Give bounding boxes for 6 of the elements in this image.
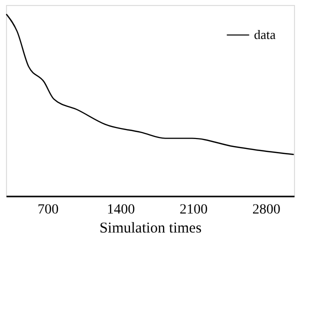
x-tick-label: 2100	[180, 202, 208, 218]
x-tick-label: 2800	[252, 202, 280, 218]
x-axis-title: Simulation times	[99, 220, 202, 236]
x-tick-label: 1400	[106, 202, 135, 218]
x-tick-label: 700	[38, 202, 59, 218]
legend-label: data	[254, 27, 276, 42]
